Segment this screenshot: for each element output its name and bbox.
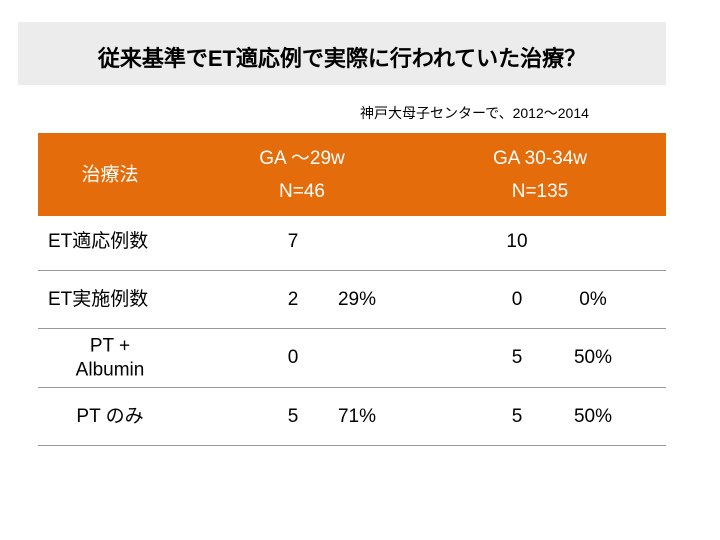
table-cell: 5 — [511, 406, 523, 428]
text-line: PT のみ — [76, 406, 144, 428]
header-cell: GA 30-34w N=135 — [493, 142, 587, 209]
row-rule — [38, 387, 666, 388]
header-cell: GA ～29w N=46 — [259, 142, 345, 209]
table-cell: 0% — [579, 289, 607, 311]
table-cell: 50% — [573, 347, 613, 369]
text-line: ET適応例数 — [48, 231, 149, 253]
table-cell: 10 — [506, 231, 528, 253]
row-rule — [38, 328, 666, 329]
row-label: PT + Albumin — [76, 334, 145, 382]
text-line: PT + — [89, 335, 131, 357]
table-cell: 2 — [287, 289, 299, 311]
table-cell: 5 — [511, 347, 523, 369]
row-label: ET実施例数 — [48, 288, 148, 312]
table-cell: 29% — [337, 289, 377, 311]
title-box: 従来基準でET適応例で実際に行われていた治療？ — [18, 22, 666, 85]
table-cell: 71% — [337, 406, 377, 428]
table-cell: 0 — [287, 347, 299, 369]
row-label: ET適応例数 — [48, 230, 148, 254]
subtitle: 神戸大母子センターで、2012～2014 — [360, 105, 589, 121]
table-cell: 50% — [573, 406, 613, 428]
table-header — [38, 133, 666, 216]
text-line: ET実施例数 — [48, 289, 149, 311]
table-cell: 5 — [287, 406, 299, 428]
table-cell: 0 — [511, 289, 523, 311]
table-cell: 7 — [287, 231, 299, 253]
text-line: GA 30-34w — [493, 147, 587, 169]
text-line: GA ～29w — [259, 147, 345, 169]
text-line: N=135 — [511, 181, 569, 202]
title: 従来基準でET適応例で実際に行われていた治療？ — [97, 46, 587, 71]
text-line: N=46 — [279, 181, 325, 202]
row-rule — [38, 445, 666, 446]
row-label: PT のみ — [76, 405, 143, 429]
row-rule — [38, 270, 666, 271]
header-cell: 治療法 — [81, 164, 139, 186]
text-line: Albumin — [75, 359, 145, 380]
